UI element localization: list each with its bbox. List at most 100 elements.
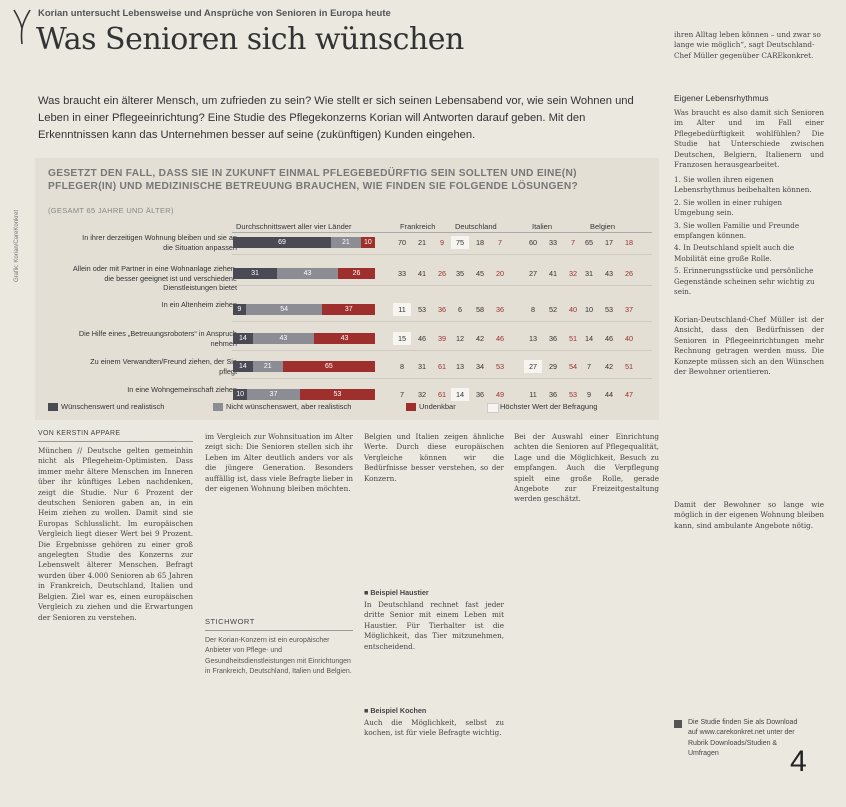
chart-credit: Grafik: Korian/CareKonkret xyxy=(14,209,20,282)
data-cell: 58 xyxy=(475,305,485,314)
data-cell: 33 xyxy=(548,238,558,247)
lead-paragraph: Was braucht ein älterer Mensch, um zufri… xyxy=(38,95,634,141)
data-cell: 37 xyxy=(624,305,634,314)
column-header: Durchschnittswert aller vier Länder xyxy=(236,222,352,231)
side-list-item: 3. Sie wollen Familie und Freunde empfan… xyxy=(674,220,800,241)
side-text-3: Damit der Bewohner so lange wie möglich … xyxy=(674,500,824,530)
legend-swatch-d xyxy=(487,403,499,413)
bar-segment: 9 xyxy=(233,304,246,315)
side-heading: Eigener Lebensrhythmus xyxy=(674,93,769,103)
data-cell: 10 xyxy=(584,305,594,314)
legend-label-a: Wünschenswert und realistisch xyxy=(61,402,165,411)
column-header: Belgien xyxy=(590,222,616,231)
data-cell: 53 xyxy=(604,305,614,314)
data-cell: 8 xyxy=(530,305,536,314)
side-text-2: Korian-Deutschland-Chef Müller ist der A… xyxy=(674,315,824,377)
bar-segment: 69 xyxy=(233,237,331,248)
data-cell: 53 xyxy=(568,390,578,399)
korian-logo xyxy=(13,9,31,45)
row-label: In ihrer derzeitigen Wohnung bleiben und… xyxy=(82,233,237,252)
data-cell: 39 xyxy=(437,334,447,343)
bar-segment: 53 xyxy=(299,389,375,400)
data-cell: 7 xyxy=(586,362,592,371)
side-top-text: ihren Alltag leben können – und zwar so … xyxy=(674,30,821,60)
side-list: 1. Sie wollen ihren eigenen Lebensrhythm… xyxy=(674,175,824,305)
data-cell: 46 xyxy=(417,334,427,343)
column-header: Deutschland xyxy=(455,222,497,231)
data-cell: 7 xyxy=(399,390,405,399)
data-cell: 40 xyxy=(568,305,578,314)
row-divider xyxy=(232,321,652,322)
bar-segment: 26 xyxy=(338,268,375,279)
data-cell: 65 xyxy=(584,238,594,247)
data-cell: 29 xyxy=(548,362,558,371)
column-header: Italien xyxy=(532,222,553,231)
data-cell: 14 xyxy=(584,334,594,343)
data-cell: 47 xyxy=(624,390,634,399)
data-cell: 13 xyxy=(455,362,465,371)
bar-segment: 10 xyxy=(233,389,248,400)
data-cell: 54 xyxy=(568,362,578,371)
data-cell: 53 xyxy=(417,305,427,314)
data-cell: 60 xyxy=(528,238,538,247)
data-cell: 31 xyxy=(584,269,594,278)
row-label: Die Hilfe eines „Betreuungsroboters“ in … xyxy=(78,329,237,348)
legend-label-d: Höchster Wert der Befragung xyxy=(500,402,598,411)
data-cell: 41 xyxy=(417,269,427,278)
data-cell: 20 xyxy=(495,269,505,278)
data-cell: 31 xyxy=(417,362,427,371)
data-cell: 61 xyxy=(437,390,447,399)
bar-segment: 43 xyxy=(252,333,314,344)
row-label: In ein Altenheim ziehen xyxy=(161,300,237,309)
side-list-item: 5. Erinnerungsstücke und persönliche Geg… xyxy=(674,266,815,297)
data-cell: 52 xyxy=(548,305,558,314)
info-square-icon xyxy=(674,720,682,728)
row-divider xyxy=(232,254,652,255)
data-cell: 9 xyxy=(586,390,592,399)
data-cell: 17 xyxy=(604,238,614,247)
bar-segment: 37 xyxy=(322,304,375,315)
bar-segment: 21 xyxy=(330,237,361,248)
divider xyxy=(38,441,193,442)
data-cell: 46 xyxy=(604,334,614,343)
body-column-1: München // Deutsche gelten gemeinhin nic… xyxy=(38,446,193,622)
data-cell: 53 xyxy=(495,362,505,371)
body-column-2: im Vergleich zur Wohnsituation im Alter … xyxy=(205,432,353,494)
data-cell: 15 xyxy=(393,332,411,345)
side-list-item: 2. Sie wollen in einer ruhigen Umgebung … xyxy=(674,197,782,218)
data-cell: 36 xyxy=(437,305,447,314)
data-cell: 18 xyxy=(475,238,485,247)
data-cell: 51 xyxy=(568,334,578,343)
data-cell: 26 xyxy=(624,269,634,278)
legend-swatch-a xyxy=(48,403,58,411)
data-cell: 27 xyxy=(528,269,538,278)
data-cell: 32 xyxy=(568,269,578,278)
data-cell: 33 xyxy=(397,269,407,278)
data-cell: 70 xyxy=(397,238,407,247)
data-cell: 43 xyxy=(604,269,614,278)
side-intro: Was braucht es also damit sich Senioren … xyxy=(674,108,824,170)
bar-segment: 21 xyxy=(252,361,283,372)
chart-header-rule xyxy=(232,232,652,233)
body-column-4: Bei der Auswahl einer Einrichtung achten… xyxy=(514,432,659,504)
data-cell: 26 xyxy=(437,269,447,278)
data-cell: 36 xyxy=(548,334,558,343)
body-column-3: Belgien und Italien zeigen ähnliche Wert… xyxy=(364,432,504,483)
bar-segment: 37 xyxy=(247,389,300,400)
data-cell: 42 xyxy=(604,362,614,371)
bar-segment: 54 xyxy=(245,304,323,315)
data-cell: 18 xyxy=(624,238,634,247)
data-cell: 44 xyxy=(604,390,614,399)
data-cell: 61 xyxy=(437,362,447,371)
data-cell: 12 xyxy=(455,334,465,343)
legend-swatch-b xyxy=(213,403,223,411)
bar-segment: 14 xyxy=(233,361,253,372)
row-label: In eine Wohngemeinschaft ziehen xyxy=(127,385,237,394)
row-divider xyxy=(232,378,652,379)
legend-label-c: Undenkbar xyxy=(419,402,456,411)
body-column-3b: In Deutschland rechnet fast jeder dritte… xyxy=(364,600,504,651)
chart-panel xyxy=(35,158,659,420)
divider xyxy=(205,630,353,631)
body-column-3c: Auch die Möglichkeit, selbst zu kochen, … xyxy=(364,718,504,738)
data-cell: 11 xyxy=(393,303,411,316)
